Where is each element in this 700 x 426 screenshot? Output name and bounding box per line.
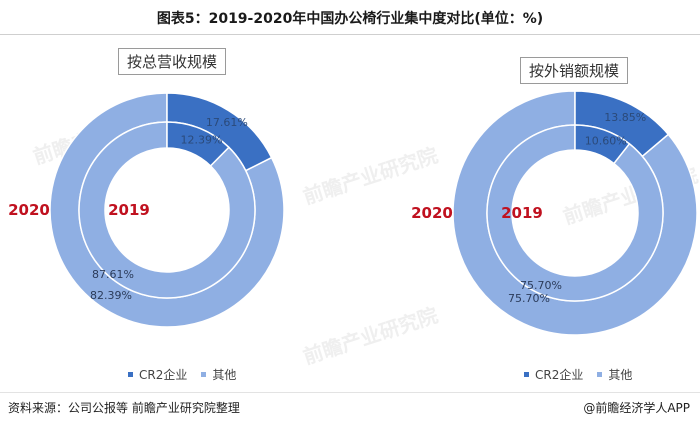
right-chart-title: 按外销额规模 (520, 57, 629, 84)
inner-ring-other-label: 75.70% (520, 279, 562, 292)
inner-ring-other-label: 87.61% (92, 268, 134, 281)
inner-ring-other-slice (486, 124, 664, 302)
legend-swatch-cr2 (524, 372, 529, 377)
legend-swatch-cr2 (128, 372, 133, 377)
left-chart-title: 按总营收规模 (118, 48, 227, 75)
legend-label-other: 其他 (608, 368, 633, 382)
inner-ring-cr2-slice (574, 124, 631, 165)
legend-swatch-other (597, 372, 603, 377)
legend-label-cr2: CR2企业 (139, 368, 188, 382)
outer-ring-cr2-label: 17.61% (206, 116, 248, 129)
right-legend: CR2企业 其他 (524, 366, 646, 383)
outer-ring-year-label: 2020 (411, 204, 453, 222)
inner-ring-cr2-label: 12.39% (180, 134, 222, 147)
footer-divider (0, 392, 700, 393)
inner-ring-cr2-slice (166, 121, 230, 167)
legend-item-cr2: CR2企业 (128, 366, 187, 383)
title-divider (0, 34, 700, 35)
outer-ring-other-label: 75.70% (508, 292, 550, 305)
legend-item-other: 其他 (597, 366, 632, 383)
outer-ring-year-label: 2020 (8, 201, 50, 219)
chart-title: 图表5：2019-2020年中国办公椅行业集中度对比(单位：%) (156, 11, 544, 27)
brand-credit: @前瞻经济学人APP (583, 401, 690, 415)
inner-ring-year-label: 2019 (501, 204, 543, 222)
left-legend: CR2企业 其他 (128, 366, 250, 383)
legend-label-other: 其他 (212, 368, 237, 382)
inner-ring-cr2-label: 10.60% (585, 135, 627, 148)
source-note: 资料来源：公司公报等 前瞻产业研究院整理 (8, 401, 240, 415)
legend-item-other: 其他 (201, 366, 236, 383)
outer-ring-other-label: 82.39% (90, 289, 132, 302)
legend-swatch-other (201, 372, 207, 377)
legend-item-cr2: CR2企业 (524, 366, 583, 383)
outer-ring-cr2-label: 13.85% (604, 111, 646, 124)
inner-ring-year-label: 2019 (108, 201, 150, 219)
legend-label-cr2: CR2企业 (535, 368, 584, 382)
